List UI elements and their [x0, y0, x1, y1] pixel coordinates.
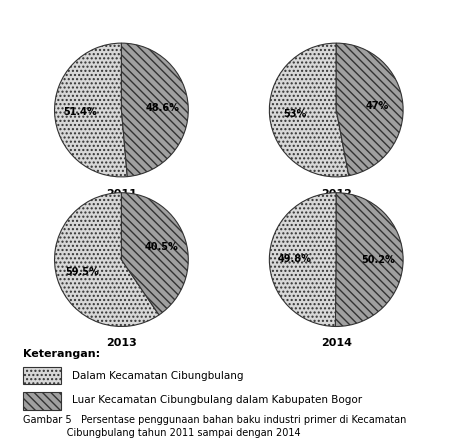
Text: 51.4%: 51.4% — [63, 107, 97, 117]
Bar — [23, 392, 61, 410]
Text: Keterangan:: Keterangan: — [23, 349, 100, 359]
Text: 47%: 47% — [366, 101, 389, 111]
Text: Gambar 5   Persentase penggunaan bahan baku industri primer di Kecamatan: Gambar 5 Persentase penggunaan bahan bak… — [23, 414, 407, 425]
Text: 2011: 2011 — [106, 189, 137, 198]
Text: Dalam Kecamatan Cibungbulang: Dalam Kecamatan Cibungbulang — [72, 370, 243, 381]
Text: Cibungbulang tahun 2011 sampai dengan 2014: Cibungbulang tahun 2011 sampai dengan 20… — [23, 428, 301, 438]
Wedge shape — [121, 43, 188, 176]
Wedge shape — [269, 43, 349, 177]
Text: 48.6%: 48.6% — [146, 103, 180, 113]
Text: 59.5%: 59.5% — [65, 267, 99, 277]
Text: Luar Kecamatan Cibungbulang dalam Kabupaten Bogor: Luar Kecamatan Cibungbulang dalam Kabupa… — [72, 396, 362, 405]
Bar — [23, 367, 61, 384]
Text: 2013: 2013 — [106, 338, 137, 348]
Wedge shape — [121, 193, 188, 315]
Wedge shape — [269, 193, 336, 326]
Text: 53%: 53% — [283, 109, 306, 119]
Wedge shape — [335, 193, 403, 326]
Text: 49.8%: 49.8% — [278, 254, 311, 264]
Wedge shape — [55, 43, 127, 177]
Wedge shape — [55, 193, 159, 326]
Text: 40.5%: 40.5% — [144, 242, 178, 253]
Text: 2012: 2012 — [321, 189, 352, 198]
Wedge shape — [336, 43, 403, 176]
Text: 2014: 2014 — [321, 338, 352, 348]
Text: 50.2%: 50.2% — [361, 255, 395, 265]
